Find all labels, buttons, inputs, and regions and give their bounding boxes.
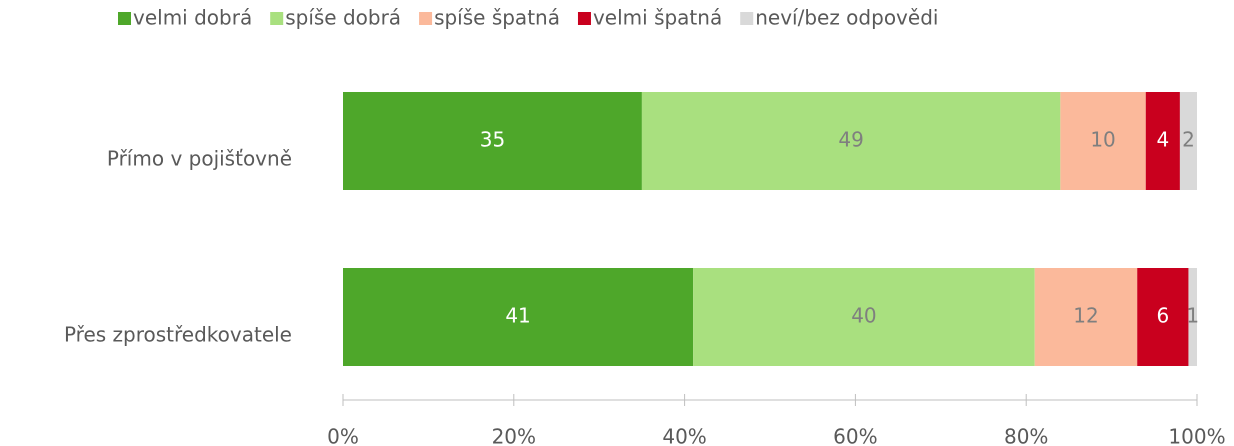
data-label: 4	[1156, 128, 1169, 152]
x-tick-label: 80%	[1004, 425, 1048, 446]
category-label: Přímo v pojišťovně	[107, 147, 292, 171]
bar-segment	[641, 92, 1061, 190]
legend-label: velmi špatná	[593, 6, 722, 30]
data-label: 35	[480, 128, 505, 152]
data-label: 2	[1182, 128, 1195, 152]
bar-segment	[1034, 268, 1138, 366]
legend-swatch	[419, 12, 433, 25]
data-label: 41	[505, 304, 530, 328]
bar-segment	[343, 268, 694, 366]
bar-segment	[1137, 268, 1189, 366]
x-tick-label: 40%	[662, 425, 706, 446]
legend-label: velmi dobrá	[133, 6, 252, 30]
data-label: 49	[838, 128, 863, 152]
legend-swatch	[118, 12, 131, 25]
data-label: 10	[1090, 128, 1115, 152]
bar-segment	[693, 268, 1035, 366]
legend-swatch	[740, 12, 754, 25]
legend-label: spíše dobrá	[285, 6, 401, 30]
bar-segment	[1188, 268, 1197, 366]
x-tick-label: 20%	[492, 425, 536, 446]
bar-segment	[343, 92, 642, 190]
category-label: Přes zprostředkovatele	[64, 323, 292, 347]
x-tick-label: 60%	[833, 425, 877, 446]
bar-segment	[1179, 92, 1197, 190]
legend-label: neví/bez odpovědi	[755, 6, 938, 30]
x-tick-label: 100%	[1168, 425, 1225, 446]
data-label: 1	[1186, 304, 1199, 328]
data-label: 6	[1156, 304, 1169, 328]
bar-segment	[1145, 92, 1180, 190]
legend-label: spíše špatná	[434, 6, 560, 30]
data-label: 12	[1073, 304, 1098, 328]
data-label: 40	[851, 304, 876, 328]
bar-segment	[1060, 92, 1146, 190]
x-tick-label: 0%	[327, 425, 359, 446]
legend-swatch	[270, 12, 284, 25]
legend-swatch	[577, 12, 591, 25]
